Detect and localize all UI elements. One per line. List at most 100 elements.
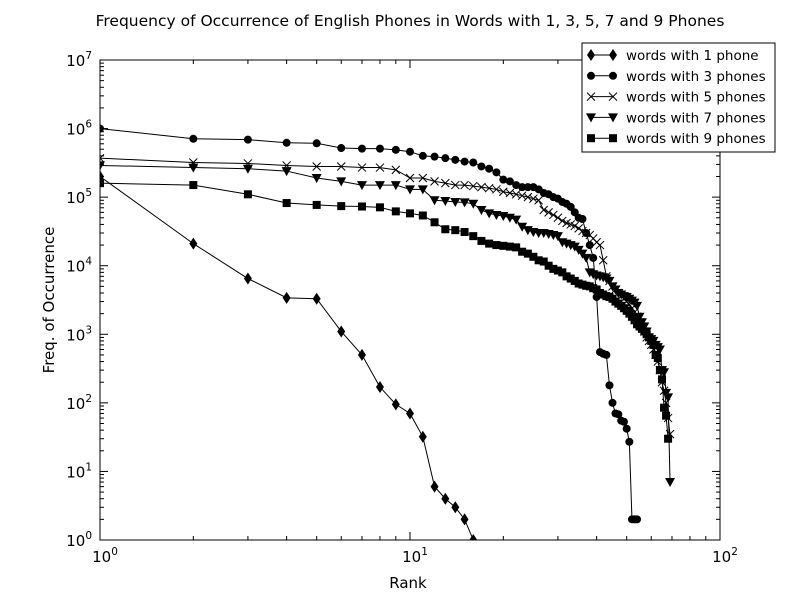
data-point [477, 236, 486, 245]
data-point [557, 216, 567, 226]
data-point [523, 249, 532, 258]
data-point [100, 124, 104, 133]
data-point [337, 202, 346, 211]
data-point [336, 162, 346, 171]
data-point [357, 144, 366, 153]
data-point [242, 164, 253, 174]
data-point [460, 157, 469, 166]
data-point [468, 199, 479, 209]
data-point [634, 312, 645, 322]
data-point [534, 256, 543, 265]
data-point [539, 257, 548, 266]
data-point [100, 161, 105, 171]
data-point [451, 226, 460, 235]
data-point [450, 180, 460, 190]
data-point [548, 210, 558, 220]
series-3 [100, 153, 675, 439]
data-point [604, 276, 615, 286]
data-point [492, 168, 501, 177]
data-point [664, 434, 673, 443]
legend-marker [609, 71, 617, 80]
data-point [499, 175, 508, 184]
y-tick-label: 106 [66, 119, 92, 139]
data-point [605, 381, 614, 390]
data-point [566, 274, 575, 283]
data-point [357, 348, 366, 361]
x-tick-label: 102 [712, 546, 738, 566]
data-point [544, 208, 553, 217]
data-point [660, 403, 669, 412]
data-point [492, 241, 501, 250]
legend: words with 1 phone words with 3 phones wor… [581, 42, 776, 153]
data-point [477, 162, 486, 171]
data-point [553, 213, 563, 223]
data-point [469, 158, 478, 167]
data-point [312, 200, 321, 209]
data-point [375, 381, 384, 394]
data-point [663, 393, 674, 403]
legend-marker [609, 134, 617, 143]
legend-item: words with 3 phones [587, 69, 766, 85]
y-tick-label: 105 [66, 187, 92, 207]
x-tick-label: 101 [402, 546, 428, 566]
data-point [632, 301, 643, 311]
data-point [460, 513, 469, 526]
data-point [460, 180, 469, 190]
data-point [477, 182, 486, 192]
x-axis-label: Rank [389, 574, 427, 592]
data-point [485, 164, 494, 173]
series-2 [100, 124, 642, 524]
data-point [417, 185, 428, 195]
data-point [585, 241, 594, 250]
data-point [405, 173, 415, 183]
data-point [336, 177, 347, 187]
legend-marker [587, 134, 595, 143]
data-point [418, 430, 427, 443]
data-point [476, 205, 487, 215]
series-1 [100, 170, 478, 540]
legend-label: words with 3 phones [626, 69, 766, 85]
data-point [665, 478, 676, 488]
data-point [511, 215, 522, 225]
legend-item: words with 5 phones [586, 90, 766, 106]
data-point [390, 181, 401, 191]
series-line [100, 176, 474, 540]
data-point [518, 183, 527, 192]
legend-marker [587, 49, 595, 61]
legend-marker [586, 92, 596, 101]
data-point [337, 144, 346, 153]
data-point [430, 218, 439, 227]
legend-label: words with 7 phones [626, 110, 766, 126]
data-point [440, 196, 451, 206]
data-point [553, 266, 562, 275]
data-point [625, 437, 634, 446]
data-point [282, 199, 291, 208]
data-point [608, 398, 617, 407]
data-point [484, 183, 494, 193]
data-point [661, 388, 672, 398]
data-point [406, 147, 414, 156]
data-point [391, 398, 400, 411]
data-point [570, 221, 580, 231]
data-point [430, 480, 439, 493]
data-point [391, 145, 400, 154]
data-point [356, 181, 367, 191]
data-point [450, 197, 461, 207]
data-point [655, 366, 664, 375]
data-point [558, 268, 567, 277]
data-point [374, 181, 385, 191]
data-point [430, 176, 439, 186]
data-point [281, 167, 292, 177]
data-point [658, 375, 667, 384]
data-point [544, 261, 553, 270]
data-point [485, 239, 494, 248]
data-point [484, 209, 495, 219]
legend-item: words with 1 phone [587, 48, 759, 64]
data-point [529, 194, 538, 204]
data-point [418, 211, 427, 220]
y-tick-label: 102 [66, 393, 92, 413]
data-point [312, 162, 322, 171]
data-point [517, 222, 528, 232]
data-point [505, 242, 514, 251]
data-point [511, 189, 521, 199]
